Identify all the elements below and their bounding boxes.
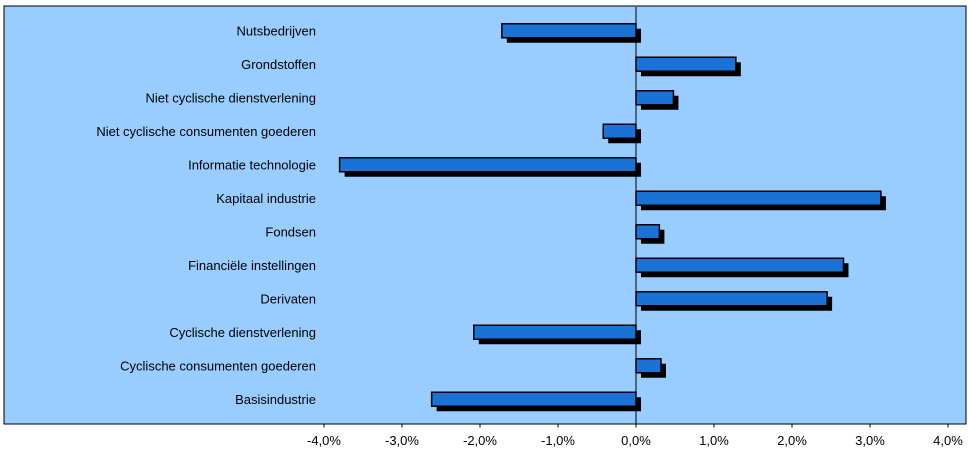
x-tick-label: -4,0% <box>307 433 341 448</box>
x-tick-label: -3,0% <box>385 433 419 448</box>
category-label: Derivaten <box>260 291 316 306</box>
x-tick-label: 2,0% <box>777 433 807 448</box>
bar-group <box>338 23 886 412</box>
bar-derivaten <box>635 291 828 307</box>
x-tick-label: 4,0% <box>933 433 963 448</box>
x-tick-label: 1,0% <box>699 433 729 448</box>
bar-niet-cyclische-dienstverlening <box>635 90 675 106</box>
category-label: Informatie technologie <box>188 157 316 172</box>
x-tick-label: -2,0% <box>463 433 497 448</box>
category-label: Grondstoffen <box>241 57 316 72</box>
x-tick-label: -1,0% <box>541 433 575 448</box>
bar-grondstoffen <box>635 56 737 72</box>
category-label: Kapitaal industrie <box>216 191 316 206</box>
bar-nutsbedrijven <box>501 23 637 39</box>
category-label: Niet cyclische dienstverlening <box>145 90 316 105</box>
bar-cyclische-dienstverlening <box>473 324 637 340</box>
category-label: Financiële instellingen <box>188 258 316 273</box>
category-labels: Nutsbedrijven Grondstoffen Niet cyclische … <box>96 23 316 407</box>
x-tick-label: 3,0% <box>855 433 885 448</box>
bar-financi-le-instellingen <box>635 257 845 273</box>
x-tick-label: 0,0% <box>621 433 651 448</box>
bar-basisindustrie <box>430 391 637 407</box>
bar-cyclische-consumenten-goederen <box>635 358 662 374</box>
bar-informatie-technologie <box>338 157 637 173</box>
bar-kapitaal-industrie <box>635 190 882 206</box>
axes: -4,0% -3,0% -2,0% -1,0% 0,0% 1,0% 2,0% 3,0% 4,0% <box>307 7 963 448</box>
bar-fondsen <box>635 224 661 240</box>
plot-area <box>3 5 967 425</box>
category-label: Cyclische consumenten goederen <box>120 358 316 373</box>
category-label: Basisindustrie <box>235 392 316 407</box>
category-label: Nutsbedrijven <box>237 23 317 38</box>
bar-niet-cyclische-consumenten-goederen <box>602 123 637 139</box>
category-label: Cyclische dienstverlening <box>169 325 316 340</box>
category-label: Niet cyclische consumenten goederen <box>96 124 316 139</box>
category-label: Fondsen <box>265 224 316 239</box>
